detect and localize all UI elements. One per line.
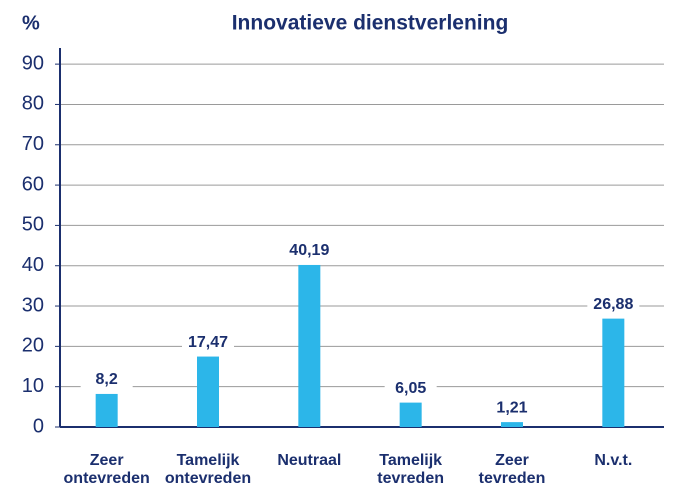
value-label: 40,19	[289, 242, 329, 259]
bar	[298, 264, 321, 427]
value-label: 17,47	[188, 334, 228, 351]
y-tick-label: 80	[22, 93, 44, 115]
y-tick-label: 70	[22, 133, 44, 155]
y-axis-label: %	[22, 12, 40, 34]
bar	[95, 393, 118, 427]
chart-title: Innovatieve dienstverlening	[232, 12, 509, 35]
bar	[197, 356, 219, 427]
bar	[501, 422, 523, 427]
value-label: 8,2	[96, 371, 118, 388]
x-tick-label: Tamelijk ontevreden	[164, 452, 252, 487]
y-tick-label: 10	[22, 375, 44, 397]
x-tick-label: Neutraal	[277, 452, 342, 469]
y-tick-label: 60	[22, 173, 44, 195]
y-tick-label: 20	[22, 335, 44, 357]
y-tick-label: 40	[22, 254, 44, 276]
value-label-bg	[80, 369, 133, 390]
bar	[399, 402, 422, 427]
value-label-bg	[182, 332, 234, 353]
x-tick-label: Zeer ontevreden	[63, 452, 150, 487]
value-label-bg	[283, 240, 336, 261]
value-label-bg	[486, 398, 538, 419]
x-tick-label: N.v.t.	[594, 452, 633, 469]
y-tick-label: 0	[33, 415, 44, 437]
value-label: 1,21	[496, 399, 527, 416]
y-tick-label: 90	[22, 52, 44, 74]
y-tick-label: 30	[22, 294, 44, 316]
value-label: 26,88	[593, 296, 633, 313]
y-tick-label: 50	[22, 214, 44, 236]
x-tick-label: Tamelijk tevreden	[377, 452, 444, 487]
x-tick-label: Zeer tevreden	[478, 452, 546, 487]
value-label-bg	[384, 378, 437, 399]
bar	[602, 318, 625, 427]
value-label: 6,05	[395, 380, 426, 397]
value-label-bg	[587, 294, 640, 315]
